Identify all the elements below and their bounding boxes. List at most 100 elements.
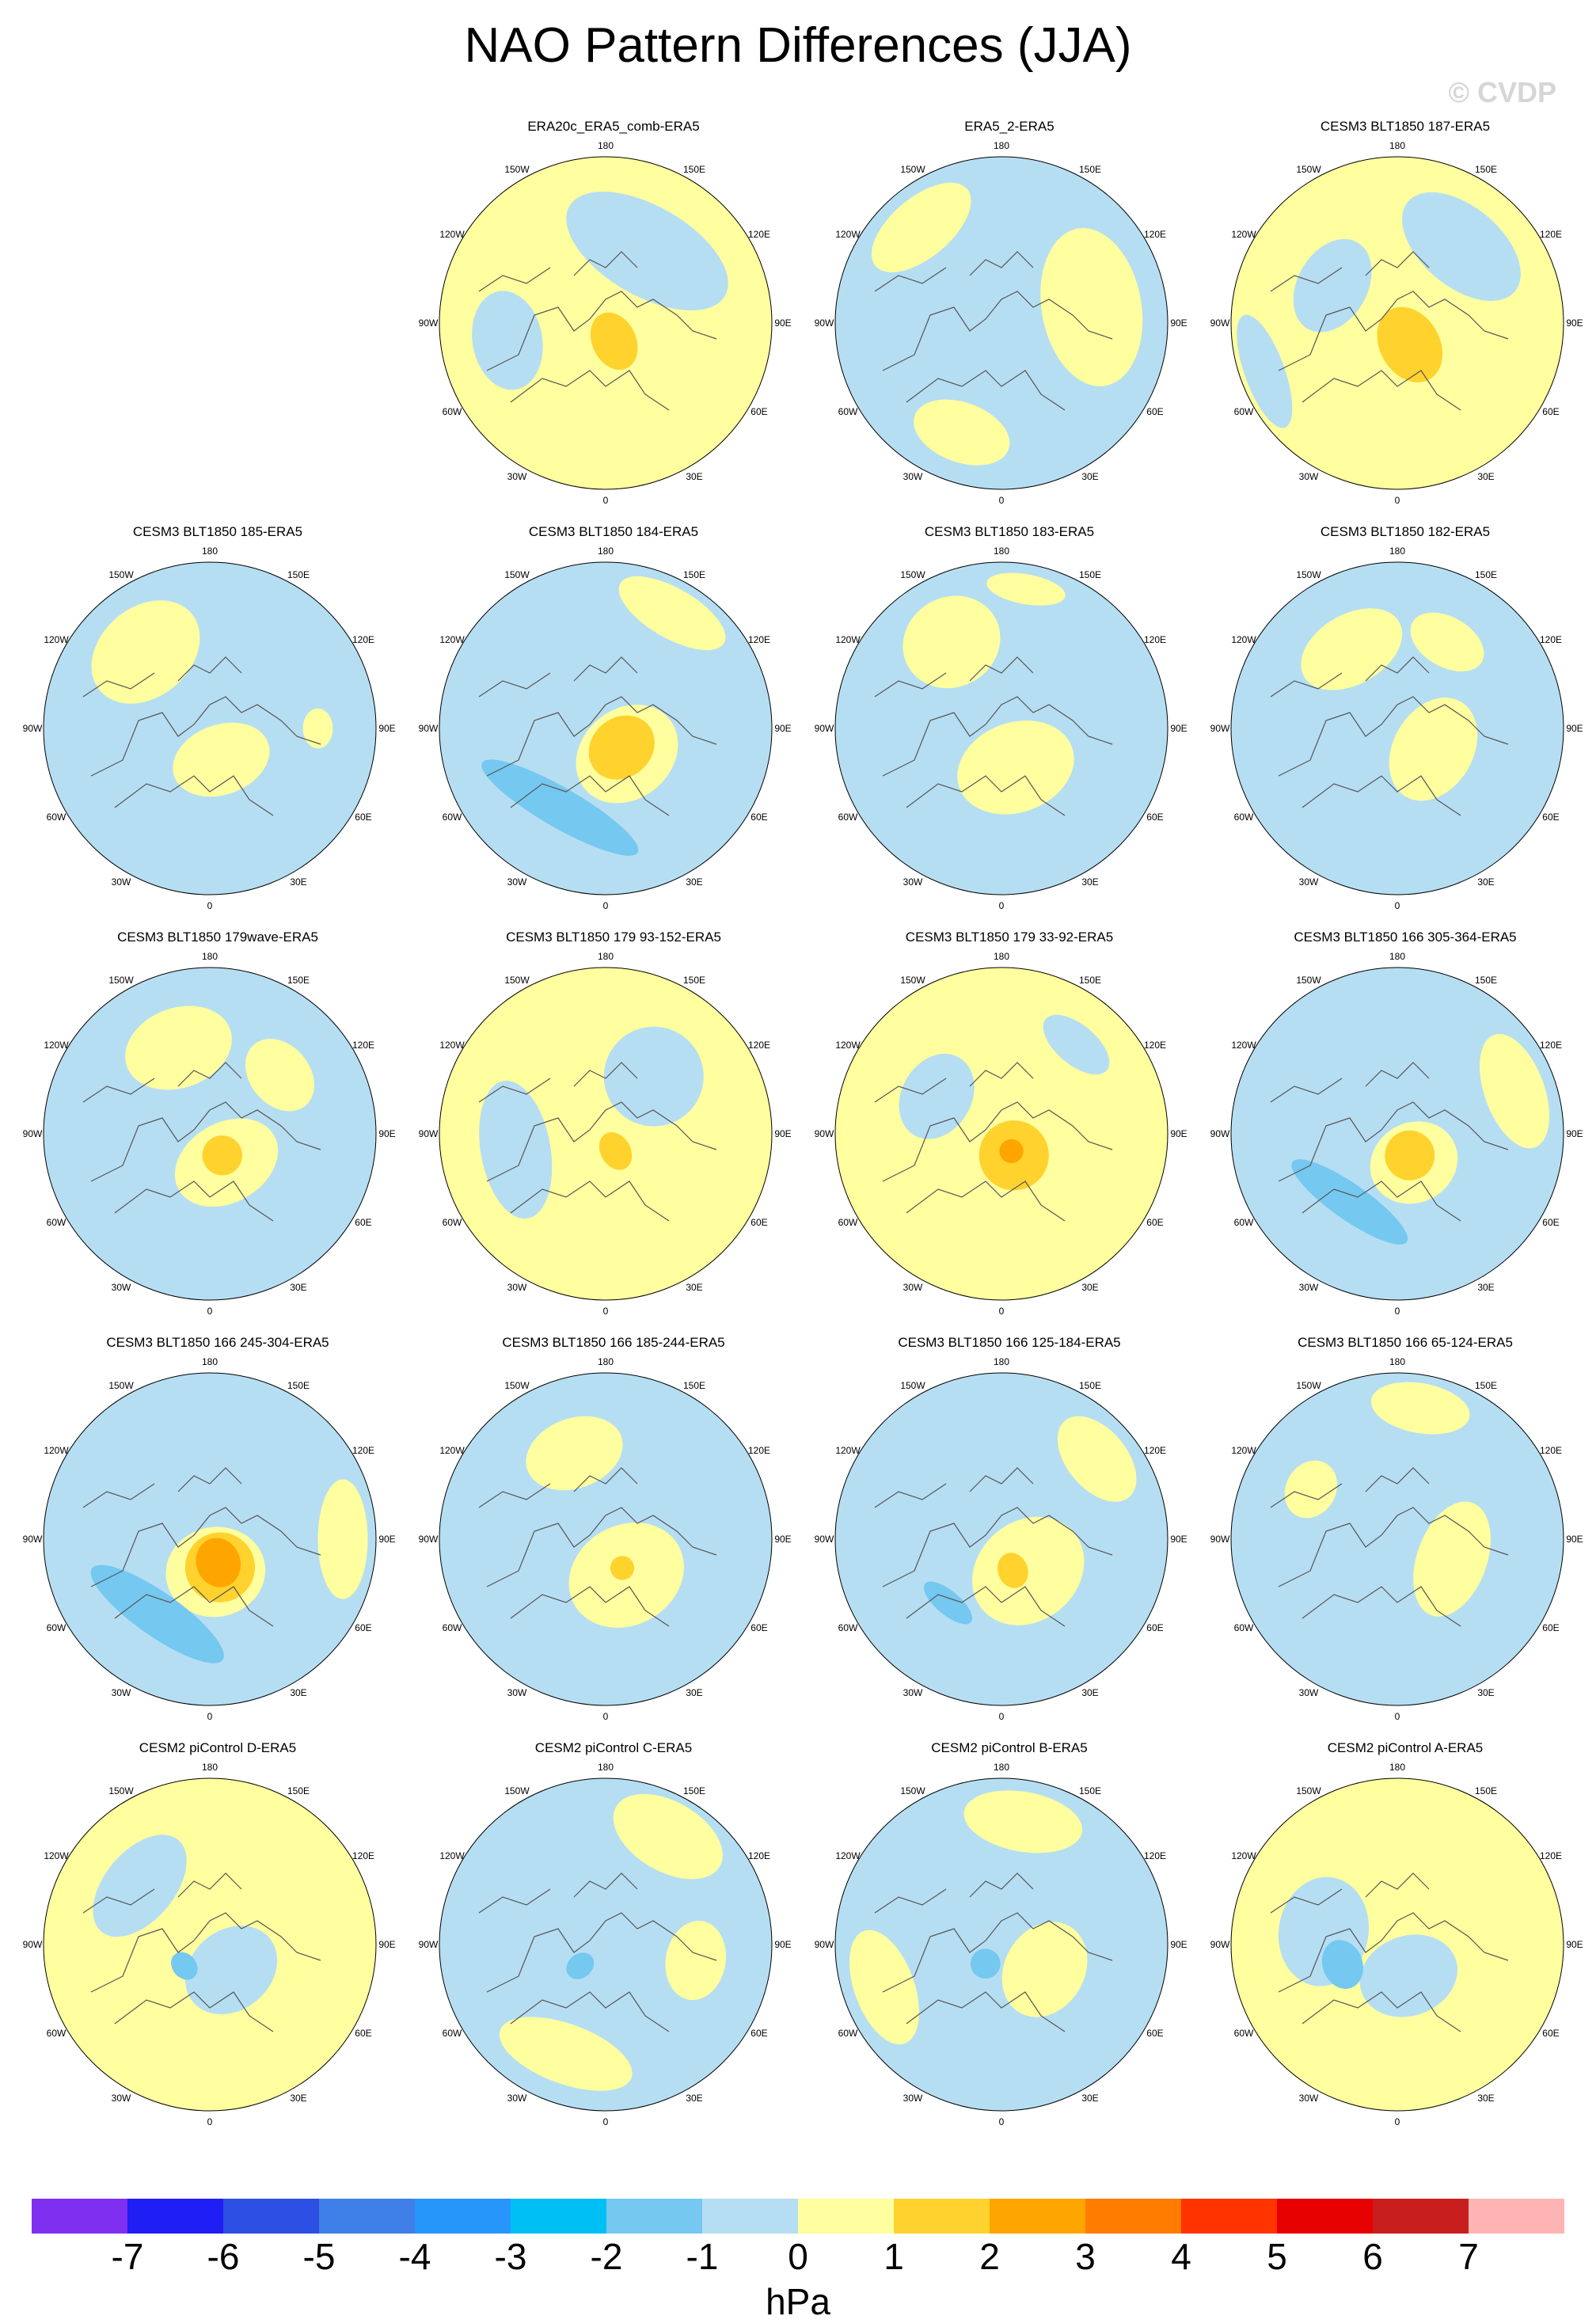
colorbar-segment <box>1085 2199 1182 2234</box>
polar-map: 180 150E 120E 90E 60E 30E 0 30W 60W 90W 120W 150W <box>815 546 1188 911</box>
panel-title: CESM2 piControl D-ERA5 <box>139 1740 297 1755</box>
longitude-label: 90W <box>815 1534 834 1545</box>
longitude-label: 60E <box>750 2028 767 2039</box>
colorbar-tick: -3 <box>494 2236 527 2277</box>
coastline <box>82 1467 321 1627</box>
longitude-label: 180 <box>598 1762 614 1773</box>
colorbar-tick: 0 <box>788 2236 808 2277</box>
polar-map: 180 150E 120E 90E 60E 30E 0 30W 60W 90W 120W 150W <box>419 951 792 1317</box>
longitude-label: 180 <box>598 546 614 557</box>
longitude-label: 60E <box>750 812 767 823</box>
longitude-label: 0 <box>603 1306 609 1317</box>
colorbar-segment <box>702 2199 799 2234</box>
longitude-label: 30W <box>112 1282 131 1293</box>
coastline <box>82 1872 321 2032</box>
contour-region <box>479 1080 553 1219</box>
coastline <box>1270 1872 1509 2032</box>
contour-region <box>1291 1159 1408 1245</box>
longitude-label: 90E <box>378 1939 395 1950</box>
longitude-label: 180 <box>202 546 218 557</box>
longitude-label: 150E <box>1079 975 1101 986</box>
contour-region <box>610 1556 635 1580</box>
polar-map: 180 150E 120E 90E 60E 30E 0 30W 60W 90W 120W 150W <box>1210 951 1583 1317</box>
longitude-label: 150W <box>900 164 925 175</box>
longitude-label: 0 <box>1395 1711 1400 1722</box>
colorbar-units: hPa <box>766 2281 830 2322</box>
longitude-label: 90E <box>1170 1534 1187 1545</box>
longitude-label: 30E <box>290 1282 306 1293</box>
longitude-label: 60E <box>355 1622 371 1633</box>
contour-region <box>171 1952 198 1980</box>
coastline <box>82 1062 321 1222</box>
contour-region <box>999 1139 1024 1163</box>
longitude-label: 180 <box>1389 951 1405 962</box>
longitude-label: 90E <box>774 1128 791 1139</box>
longitude-label: 150E <box>683 1380 705 1391</box>
longitude-label: 0 <box>1395 900 1400 911</box>
colorbar-tick: 6 <box>1362 2236 1383 2277</box>
colorbar-segment <box>511 2199 607 2234</box>
longitude-label: 60W <box>838 1622 858 1633</box>
polar-map: 180 150E 120E 90E 60E 30E 0 30W 60W 90W 120W 150W <box>23 1762 396 2127</box>
coastline <box>874 1872 1113 2032</box>
longitude-label: 120E <box>1540 229 1562 240</box>
longitude-label: 120E <box>352 1445 374 1456</box>
longitude-label: 60E <box>1146 406 1163 417</box>
longitude-label: 30E <box>1477 1282 1494 1293</box>
map-background <box>1231 562 1564 895</box>
map-panel: CESM3 BLT1850 187-ERA5 180 150E 120E 90E 60E 3… <box>1207 119 1596 523</box>
longitude-label: 150E <box>287 569 310 580</box>
longitude-label: 120W <box>1231 1040 1256 1051</box>
contour-region <box>970 1949 1001 1979</box>
longitude-label: 150E <box>683 569 705 580</box>
longitude-label: 30W <box>507 876 527 888</box>
contour-region <box>91 600 200 704</box>
longitude-label: 30E <box>686 1687 702 1698</box>
longitude-label: 30E <box>1477 471 1494 482</box>
contour-region <box>1293 238 1372 333</box>
contour-region <box>1389 698 1478 801</box>
longitude-label: 180 <box>994 1762 1009 1773</box>
coastline <box>874 656 1113 816</box>
longitude-label: 60W <box>838 812 858 823</box>
contour-region <box>1385 1130 1435 1181</box>
longitude-label: 150W <box>1296 569 1321 580</box>
longitude-label: 180 <box>1389 140 1405 151</box>
longitude-label: 120W <box>835 229 861 240</box>
map-panel: CESM3 BLT1850 166 305-364-ERA5 180 150E 120… <box>1207 930 1596 1333</box>
coastline <box>874 1062 1113 1222</box>
map-border <box>439 561 773 895</box>
contour-region <box>90 1565 224 1663</box>
map-panel: CESM3 BLT1850 183-ERA5 180 150E 120E 90E 60E 3… <box>811 524 1207 928</box>
colorbar-tick: 3 <box>1075 2236 1096 2277</box>
longitude-label: 120E <box>748 1445 770 1456</box>
longitude-label: 90W <box>1210 1939 1230 1950</box>
contour-region <box>1480 1033 1549 1149</box>
colorbar-segment <box>990 2199 1086 2234</box>
longitude-label: 30W <box>903 1687 923 1698</box>
longitude-label: 90E <box>1170 723 1187 734</box>
contour-region <box>196 1538 241 1587</box>
longitude-label: 0 <box>207 1306 213 1317</box>
longitude-label: 90W <box>23 723 43 734</box>
polar-map: 180 150E 120E 90E 60E 30E 0 30W 60W 90W 120W 150W <box>815 951 1188 1317</box>
contour-region <box>93 1834 187 1937</box>
longitude-label: 0 <box>999 1306 1005 1317</box>
map-panel: CESM2 piControl D-ERA5 180 150E 120E 90E 60E 3… <box>20 1740 416 2144</box>
longitude-label: 120E <box>1144 1850 1166 1861</box>
coastline <box>82 656 321 816</box>
longitude-label: 120W <box>439 1850 465 1861</box>
longitude-label: 60W <box>443 1217 462 1228</box>
colorbar-segment <box>1373 2199 1469 2234</box>
panel-title: CESM3 BLT1850 166 125-184-ERA5 <box>898 1335 1121 1350</box>
longitude-label: 60E <box>1146 1622 1163 1633</box>
longitude-label: 90W <box>815 723 834 734</box>
longitude-label: 150W <box>504 1380 530 1391</box>
longitude-label: 30W <box>1299 1282 1319 1293</box>
map-border <box>834 1372 1168 1706</box>
panel-title: CESM2 piControl B-ERA5 <box>931 1740 1088 1755</box>
map-border <box>834 561 1168 895</box>
longitude-label: 150E <box>287 975 310 986</box>
longitude-label: 30E <box>1081 1687 1098 1698</box>
longitude-label: 30E <box>1477 2093 1494 2104</box>
